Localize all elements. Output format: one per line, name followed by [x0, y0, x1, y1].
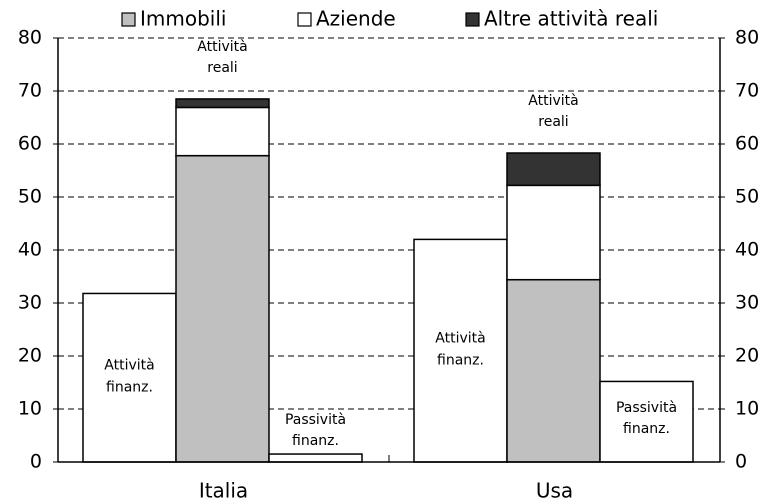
y2-tick-label: 70 [735, 80, 759, 102]
y2-tick-label: 80 [735, 27, 759, 49]
financial-liabilities-label: finanz. [292, 433, 339, 449]
legend-label: Aziende [316, 7, 396, 31]
y2-tick-label: 0 [735, 451, 747, 473]
financial-liabilities-label: Passività [285, 412, 346, 428]
financial-assets-label: Attività [435, 331, 485, 347]
financial-liabilities-label: finanz. [623, 421, 670, 437]
y-tick-label: 40 [18, 239, 42, 261]
financial-liabilities-bar [268, 453, 363, 463]
real-assets-segment [506, 152, 601, 187]
legend-label: Altre attività reali [484, 7, 658, 31]
financial-assets-label: Attività [104, 358, 154, 374]
real-assets-label: reali [207, 60, 237, 76]
real-assets-label: Attività [528, 93, 578, 109]
real-assets-segment [175, 106, 270, 157]
y2-tick-label: 30 [735, 292, 759, 314]
y-tick-label: 30 [18, 292, 42, 314]
legend-swatch [297, 12, 312, 27]
y-tick-label: 20 [18, 345, 42, 367]
y-tick-label: 60 [18, 133, 42, 155]
real-assets-label: reali [538, 114, 568, 130]
legend-label: Immobili [140, 7, 226, 31]
y2-tick-label: 10 [735, 398, 759, 420]
legend-swatch [465, 12, 480, 27]
y2-tick-label: 60 [735, 133, 759, 155]
real-assets-segment [506, 278, 601, 463]
financial-liabilities-bar [599, 380, 694, 463]
x-tick-label: Usa [536, 479, 573, 502]
real-assets-segment [175, 154, 270, 463]
y-tick-label: 70 [18, 80, 42, 102]
financial-assets-bar [413, 238, 508, 463]
real-assets-segment [506, 184, 601, 281]
y2-tick-label: 40 [735, 239, 759, 261]
legend-background [110, 4, 695, 34]
y-tick-label: 50 [18, 186, 42, 208]
financial-assets-label: finanz. [437, 353, 484, 369]
y2-tick-label: 50 [735, 186, 759, 208]
y-tick-label: 0 [30, 451, 42, 473]
financial-assets-bar [82, 292, 177, 463]
real-assets-label: Attività [197, 39, 247, 55]
financial-liabilities-label: Passività [616, 400, 677, 416]
y2-tick-label: 20 [735, 345, 759, 367]
x-tick-label: Italia [199, 479, 248, 502]
financial-assets-label: finanz. [106, 380, 153, 396]
y-tick-label: 10 [18, 398, 42, 420]
legend-swatch [121, 12, 136, 27]
real-assets-segment [175, 98, 270, 109]
y-tick-label: 80 [18, 27, 42, 49]
